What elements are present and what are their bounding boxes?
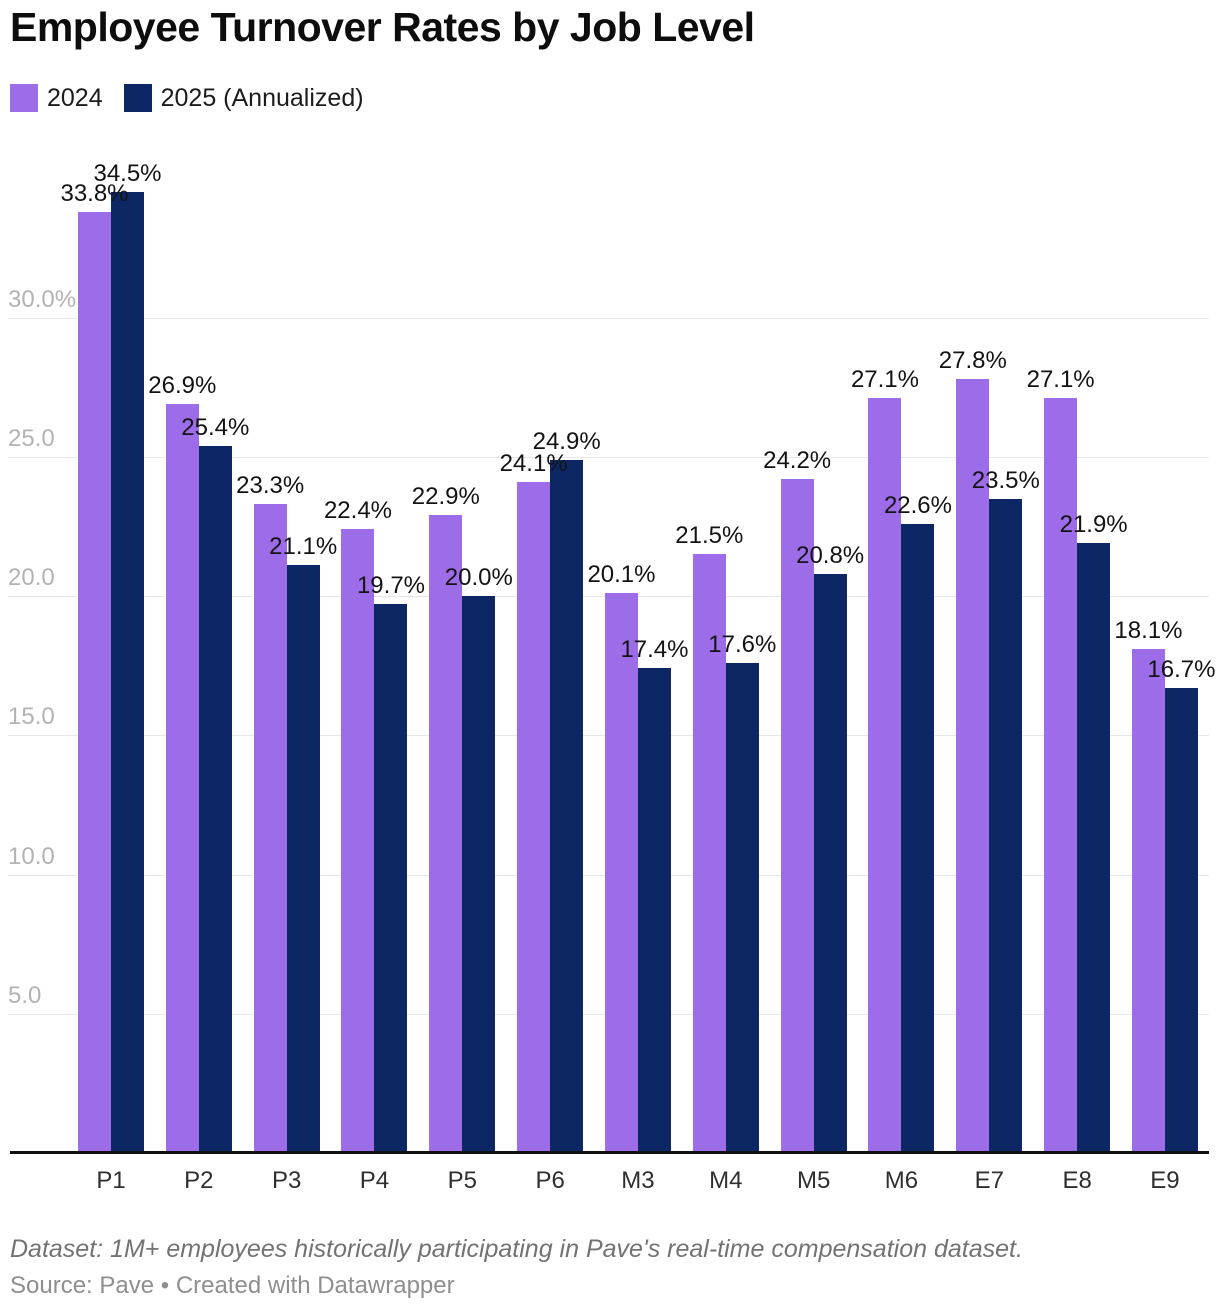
- value-label-2024-P5: 22.9%: [411, 483, 480, 511]
- x-axis-label-E9: E9: [1150, 1167, 1180, 1194]
- x-axis-label-M4: M4: [709, 1167, 743, 1194]
- bar-2024-P2: [165, 403, 199, 1153]
- gridline-30: [8, 317, 1209, 319]
- legend-label-2025: 2025 (Annualized): [160, 84, 364, 112]
- bar-2025-M4: [725, 662, 759, 1153]
- bar-2025-P2: [198, 445, 232, 1153]
- value-label-2025-P2: 25.4%: [181, 413, 250, 441]
- bar-2025-E9: [1164, 687, 1198, 1153]
- dataset-note: Dataset: 1M+ employees historically part…: [10, 1235, 1023, 1263]
- value-label-2024-E8: 27.1%: [1026, 366, 1095, 394]
- bar-2025-M3: [637, 668, 671, 1153]
- bar-2024-M5: [780, 479, 814, 1153]
- value-label-2025-E8: 21.9%: [1059, 511, 1128, 539]
- legend-swatch-2025: [123, 84, 152, 112]
- value-label-2025-P3: 21.1%: [269, 533, 338, 561]
- bar-2025-P4: [374, 604, 408, 1153]
- source-attribution: Source: Pave • Created with Datawrapper: [10, 1272, 455, 1299]
- legend-item-2025: 2025 (Annualized): [123, 84, 364, 112]
- value-label-2025-P1: 34.5%: [93, 160, 162, 188]
- legend-swatch-2024: [10, 84, 38, 112]
- x-axis-label-M3: M3: [621, 1167, 655, 1194]
- bar-2024-E9: [1131, 648, 1165, 1153]
- x-axis-label-P3: P3: [271, 1167, 302, 1194]
- bar-2024-E7: [956, 378, 990, 1153]
- value-label-2024-P6: 24.1%: [499, 449, 568, 477]
- y-tick-label-20: 20.0: [8, 564, 55, 591]
- value-label-2024-M4: 21.5%: [675, 522, 744, 550]
- value-label-2024-M3: 20.1%: [587, 561, 656, 589]
- value-label-2025-P6: 24.9%: [532, 427, 601, 455]
- x-axis-line: [10, 1151, 1209, 1154]
- value-label-2024-E9: 18.1%: [1114, 616, 1183, 644]
- x-axis-label-P4: P4: [359, 1167, 390, 1194]
- bar-2025-E7: [989, 498, 1023, 1153]
- value-label-2024-M5: 24.2%: [763, 447, 832, 475]
- bar-2024-P5: [429, 515, 463, 1153]
- y-tick-label-5: 5.0: [8, 981, 42, 1009]
- value-label-2024-P3: 23.3%: [236, 472, 305, 500]
- x-axis-label-E7: E7: [974, 1167, 1004, 1194]
- value-label-2024-P4: 22.4%: [323, 497, 393, 525]
- chart-title: Employee Turnover Rates by Job Level: [10, 4, 755, 50]
- legend: 2024 2025 (Annualized): [10, 84, 364, 112]
- legend-item-2024: 2024: [10, 84, 103, 112]
- value-label-2024-M6: 27.1%: [850, 366, 919, 394]
- x-axis-label-P6: P6: [535, 1167, 565, 1194]
- bar-2024-M3: [604, 593, 638, 1153]
- bar-2024-P6: [517, 481, 551, 1153]
- bar-2025-P3: [286, 565, 320, 1153]
- value-label-2025-E9: 16.7%: [1147, 655, 1216, 683]
- y-tick-label-25: 25.0: [8, 424, 55, 452]
- y-tick-label-30: 30.0%: [8, 285, 77, 313]
- bar-2024-M4: [692, 554, 726, 1153]
- bar-2024-E8: [1044, 398, 1078, 1153]
- value-label-2025-P4: 19.7%: [356, 572, 426, 600]
- bar-2025-P6: [550, 459, 584, 1153]
- value-label-2025-E7: 23.5%: [971, 466, 1040, 494]
- value-label-2025-M3: 17.4%: [620, 636, 689, 664]
- value-label-2025-M5: 20.8%: [796, 541, 865, 569]
- x-axis-label-E8: E8: [1062, 1167, 1092, 1194]
- bar-2025-M5: [813, 573, 847, 1153]
- bar-2025-P1: [111, 192, 144, 1153]
- value-label-2024-P1: 33.8%: [60, 179, 129, 207]
- value-label-2025-P5: 20.0%: [444, 564, 513, 591]
- value-label-2024-P2: 26.9%: [148, 371, 217, 399]
- bar-2025-P5: [462, 596, 496, 1153]
- legend-label-2024: 2024: [47, 84, 103, 112]
- x-axis-label-P1: P1: [96, 1167, 126, 1194]
- bar-2024-P4: [341, 529, 375, 1153]
- x-axis-label-P5: P5: [447, 1167, 477, 1194]
- value-label-2025-M4: 17.6%: [708, 630, 777, 658]
- bar-2025-M6: [901, 523, 935, 1153]
- y-tick-label-15: 15.0: [8, 703, 55, 731]
- bar-2024-M6: [868, 398, 902, 1153]
- bar-2025-E8: [1077, 543, 1111, 1153]
- value-label-2025-M6: 22.6%: [883, 491, 952, 519]
- x-axis-label-M5: M5: [796, 1167, 831, 1194]
- value-label-2024-E7: 27.8%: [938, 346, 1007, 374]
- bar-2024-P3: [253, 504, 287, 1153]
- x-axis-label-P2: P2: [184, 1167, 214, 1194]
- x-axis-label-M6: M6: [884, 1167, 919, 1194]
- gridline-25: [8, 456, 1209, 458]
- bar-2024-P1: [78, 211, 111, 1153]
- y-tick-label-10: 10.0: [8, 842, 55, 870]
